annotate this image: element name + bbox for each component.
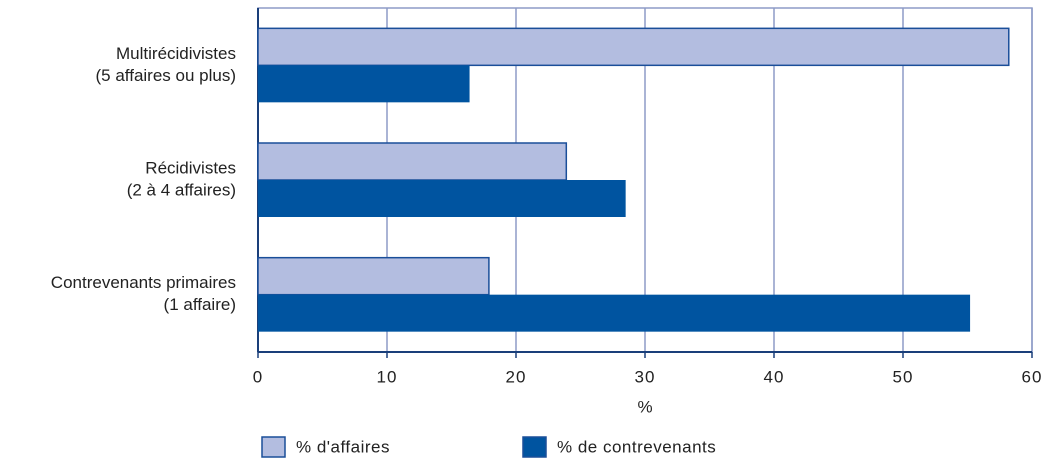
x-tick-label: 60 [1022,367,1043,386]
x-tick-label: 20 [506,367,527,386]
legend-swatch [522,436,547,458]
x-tick-label: 10 [377,367,398,386]
legend-label: % d'affaires [296,437,390,456]
y-tick-label: (1 affaire) [164,295,236,314]
y-tick-label: (2 à 4 affaires) [127,180,236,199]
y-tick-label: Contrevenants primaires [51,273,236,292]
bar [257,27,1010,67]
bar [258,65,470,103]
y-tick-label: Récidivistes [145,158,236,177]
bar [257,142,568,181]
y-tick-label: Multirécidivistes [116,44,236,63]
bar [257,256,490,296]
x-tick-label: 30 [635,367,656,386]
y-tick-label: (5 affaires ou plus) [96,66,236,85]
x-axis-label: % [637,397,652,416]
bar [258,294,971,332]
x-tick-label: 0 [253,367,263,386]
x-tick-label: 40 [764,367,785,386]
bar [258,180,626,217]
x-tick-label: 50 [893,367,914,386]
legend-label: % de contrevenants [557,437,716,456]
legend-swatch [261,436,286,458]
